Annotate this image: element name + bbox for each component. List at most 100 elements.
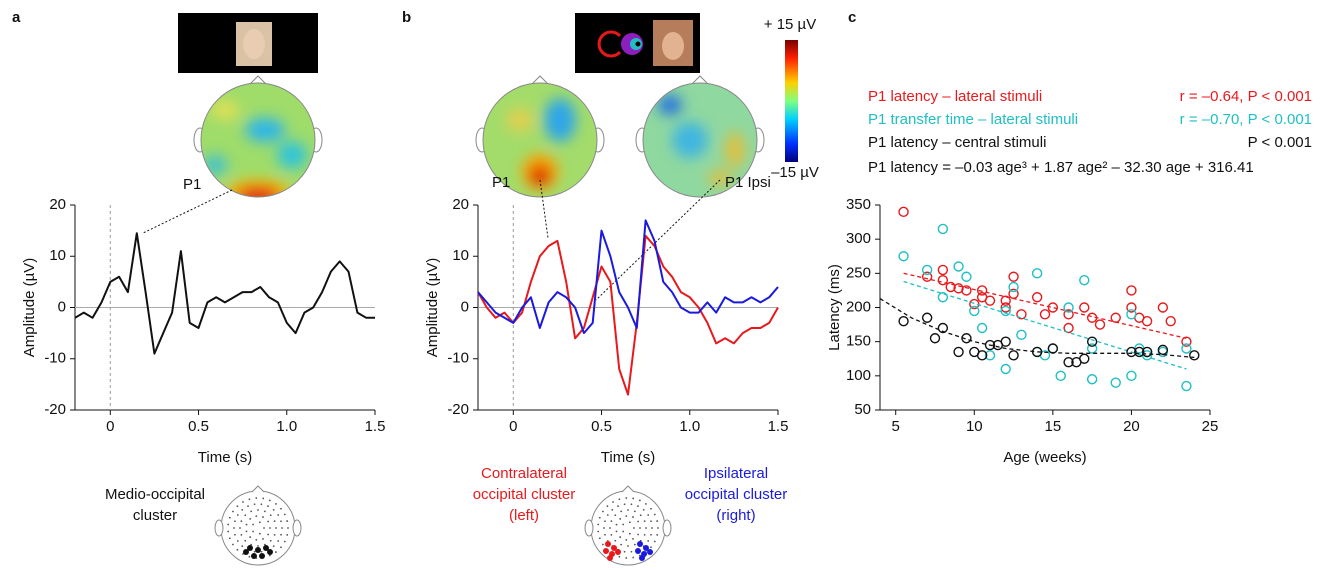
electrode bbox=[272, 508, 275, 511]
electrode bbox=[275, 503, 277, 505]
legend-label: P1 transfer time – lateral stimuli bbox=[868, 111, 1078, 128]
cluster-electrode bbox=[255, 547, 261, 553]
electrode bbox=[268, 554, 271, 557]
electrode bbox=[286, 534, 289, 536]
cluster-electrode bbox=[243, 549, 249, 555]
y-tick-label: 100 bbox=[846, 367, 871, 384]
electrode bbox=[267, 533, 269, 536]
electrode bbox=[651, 527, 653, 529]
scatter-point bbox=[969, 305, 980, 317]
scatter-point bbox=[1086, 374, 1098, 385]
scatter-point bbox=[921, 271, 933, 282]
electrode bbox=[633, 510, 636, 513]
electrode bbox=[260, 503, 263, 506]
x-tick-label: 0 bbox=[509, 418, 517, 435]
scatter-point bbox=[1008, 271, 1019, 282]
scatter-point bbox=[1063, 322, 1074, 334]
electrode bbox=[615, 530, 618, 533]
electrode bbox=[627, 545, 629, 547]
scatter-point bbox=[1157, 344, 1169, 356]
electrode bbox=[650, 507, 652, 510]
electrode bbox=[244, 514, 247, 517]
x-tick-label: 20 bbox=[1123, 418, 1140, 435]
electrode bbox=[287, 527, 289, 529]
scatter-point bbox=[1079, 274, 1090, 286]
y-tick-label: 0 bbox=[461, 298, 469, 315]
electrode bbox=[632, 516, 634, 518]
electrode bbox=[249, 518, 252, 520]
electrode bbox=[620, 543, 623, 546]
legend-stat: P < 0.001 bbox=[1248, 134, 1312, 151]
electrode bbox=[258, 532, 261, 535]
scatter-point bbox=[961, 285, 972, 296]
colorbar-label: –15 µV bbox=[771, 164, 819, 181]
electrode bbox=[232, 543, 234, 546]
electrode bbox=[236, 514, 239, 516]
connector bbox=[142, 179, 721, 301]
electrode bbox=[610, 533, 613, 536]
electrode bbox=[227, 530, 230, 533]
scatter-point bbox=[1110, 312, 1121, 323]
electrode bbox=[258, 521, 261, 524]
scatter-point bbox=[1031, 292, 1043, 303]
electrode bbox=[638, 499, 641, 502]
scatter-point bbox=[976, 285, 988, 296]
electrode bbox=[236, 505, 239, 508]
panel-letter: a bbox=[12, 9, 21, 26]
cluster-electrode bbox=[611, 545, 617, 551]
electrode bbox=[622, 530, 625, 533]
x-tick-label: 10 bbox=[966, 418, 983, 435]
electrode bbox=[268, 499, 271, 502]
cluster-electrode bbox=[267, 549, 273, 555]
electrode bbox=[247, 505, 249, 508]
electrode bbox=[248, 555, 251, 558]
electrode bbox=[275, 551, 277, 553]
electrode bbox=[252, 530, 255, 533]
x-tick-label: 25 bbox=[1202, 418, 1219, 435]
legend-stat: r = –0.64, P < 0.001 bbox=[1180, 88, 1312, 105]
electrode bbox=[602, 543, 604, 546]
electrode bbox=[630, 503, 633, 506]
scatter-point bbox=[1031, 268, 1043, 279]
electrode bbox=[233, 527, 235, 529]
electrode bbox=[610, 520, 613, 523]
y-axis-label: Amplitude (µV) bbox=[21, 258, 38, 358]
electrode bbox=[625, 515, 628, 518]
x-tick-label: 1.0 bbox=[679, 418, 700, 435]
electrode bbox=[632, 538, 634, 540]
scatter-point bbox=[1039, 309, 1051, 320]
scatter-point bbox=[929, 333, 941, 344]
electrode bbox=[236, 548, 239, 551]
electrode bbox=[650, 520, 652, 523]
annotation: P1 Ipsi bbox=[725, 174, 771, 191]
electrode bbox=[619, 536, 622, 538]
scatter-point bbox=[976, 350, 988, 361]
annotation: P1 bbox=[492, 174, 510, 191]
series-line bbox=[74, 232, 375, 355]
electrode bbox=[604, 533, 606, 536]
electrode bbox=[236, 540, 239, 542]
x-tick-label: 0.5 bbox=[188, 418, 209, 435]
series-label: Contralateral occipital cluster (left) bbox=[472, 465, 576, 524]
scatter-point bbox=[945, 281, 956, 293]
electrode bbox=[234, 520, 236, 523]
electrode bbox=[657, 527, 659, 529]
electrode bbox=[255, 497, 258, 499]
cluster-electrode bbox=[251, 553, 257, 559]
scatter-point bbox=[1000, 336, 1011, 347]
y-tick-label: 250 bbox=[846, 264, 871, 281]
electrode bbox=[628, 521, 631, 524]
y-tick-label: -10 bbox=[44, 350, 66, 367]
cluster-electrode bbox=[647, 549, 653, 555]
scatter-point bbox=[1181, 336, 1192, 347]
electrode bbox=[598, 516, 601, 519]
scatter-point bbox=[953, 283, 964, 294]
scatter-point bbox=[1094, 319, 1106, 330]
x-tick-label: 1.0 bbox=[276, 418, 297, 435]
cluster-electrode bbox=[259, 553, 265, 559]
electrode bbox=[255, 538, 258, 541]
electrode bbox=[269, 514, 272, 517]
electrode bbox=[242, 501, 244, 503]
scatter-point bbox=[1126, 302, 1137, 313]
